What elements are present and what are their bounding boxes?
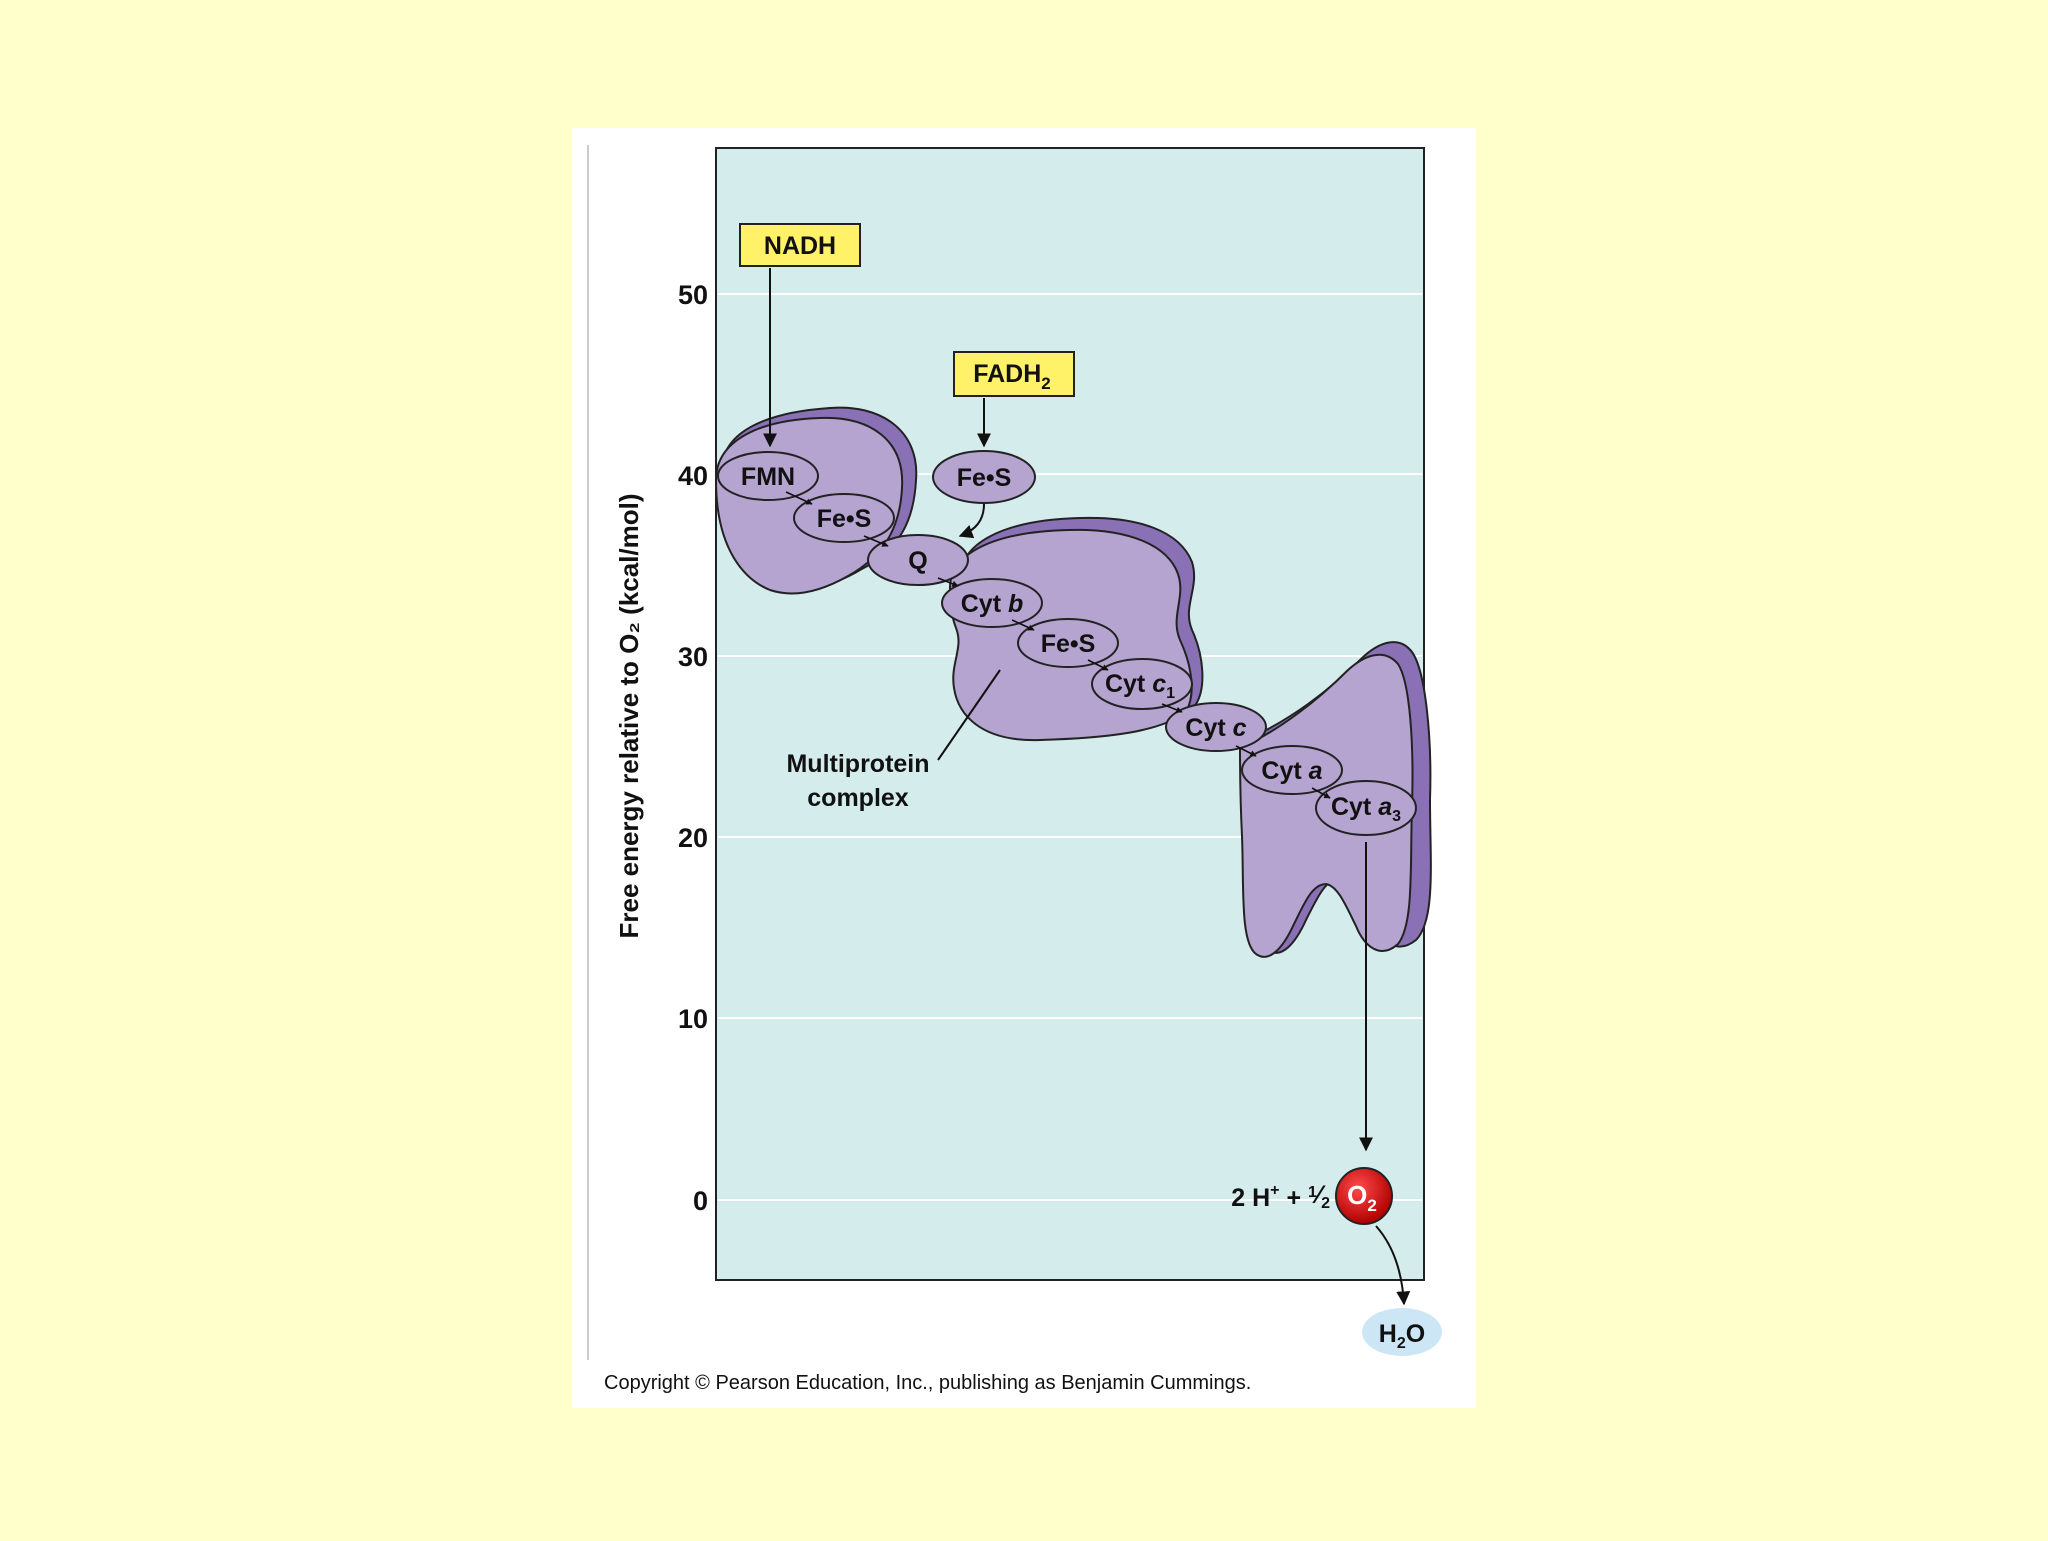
o2-label: O2 [1347,1180,1377,1215]
fes-2-label: Fe•S [1041,630,1096,658]
fes-1-label: Fe•S [817,505,872,533]
carriers [717,450,1417,836]
y-axis-title: Free energy relative to O₂ (kcal/mol) [614,493,644,938]
complex-label-line2: complex [807,784,909,812]
fes-to-q-arrow [958,503,985,539]
cyt-c1-label: Cyt c1 [1105,670,1175,702]
y-tick-50: 50 [678,280,708,310]
nadh-donor: NADH [739,223,861,448]
cyt-c-label: Cyt c [1185,714,1246,742]
y-tick-30: 30 [678,642,708,672]
complex-label-line1: Multiprotein [786,750,929,778]
acceptor-equation: 2 H+ + 1⁄2 [1231,1181,1330,1212]
cyt-a-ellipse [1241,745,1343,795]
o2-to-water-arrow [1375,1225,1411,1306]
fadh2-label: FADH2 [973,360,1051,393]
y-tick-10: 10 [678,1004,708,1034]
multiprotein-complex-label: Multiprotein complex [786,669,1001,812]
water-label: H2O [1379,1320,1425,1352]
gridlines [718,293,1422,1201]
cyt-a-label: Cyt a [1261,757,1322,785]
water-product: H2O [1362,1308,1442,1356]
fes-fadh-label: Fe•S [957,464,1012,492]
fmn-ellipse [717,451,819,501]
fmn-label: FMN [741,463,795,491]
fes-1-ellipse [793,493,895,543]
carrier-labels: FMN Fe•S Fe•S Q Cyt b Fe•S Cyt c1 Cyt c … [741,463,1401,825]
cyt-b-ellipse [941,578,1043,628]
y-tick-20: 20 [678,823,708,853]
cyt-c1-ellipse [1091,658,1193,710]
cyt-b-label: Cyt b [961,590,1024,618]
copyright-notice: Copyright © Pearson Education, Inc., pub… [604,1372,1251,1394]
oxygen-molecule: O2 [1335,1167,1393,1225]
nadh-label: NADH [764,232,836,260]
fes-fadh-ellipse [932,450,1036,504]
fadh2-donor: FADH2 [953,351,1075,539]
electron-flow-arrows [785,491,1331,799]
y-tick-labels: 50 40 30 20 10 0 [678,280,708,1216]
cyt-a3-label: Cyt a3 [1331,793,1401,825]
fes-2-ellipse [1017,618,1119,668]
q-label: Q [908,547,927,575]
y-tick-0: 0 [693,1186,708,1216]
cyt-a3-ellipse [1315,780,1417,836]
y-tick-40: 40 [678,461,708,491]
q-ellipse [867,534,969,586]
cyt-c-ellipse [1165,702,1267,752]
